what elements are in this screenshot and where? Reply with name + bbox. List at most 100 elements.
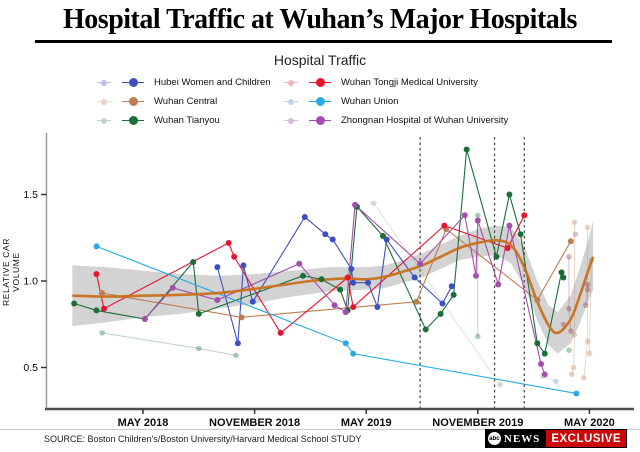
data-point (239, 314, 245, 320)
data-point (538, 361, 544, 367)
y-tick-label: 0.5 (23, 362, 38, 374)
faded-data-point (497, 382, 503, 388)
faded-data-point (553, 379, 559, 385)
data-point (94, 307, 100, 313)
data-point (573, 390, 579, 396)
faded-data-point (568, 328, 574, 334)
hospital-traffic-chart: MAY 2018NOVEMBER 2018MAY 2019NOVEMBER 20… (0, 0, 640, 452)
data-point (417, 261, 423, 267)
data-point (278, 330, 284, 336)
data-point (99, 290, 105, 296)
faded-data-point (233, 353, 239, 359)
data-point (231, 254, 237, 260)
data-point (521, 212, 527, 218)
series-points (94, 243, 580, 396)
data-point (542, 351, 548, 357)
x-tick-label: MAY 2020 (564, 417, 615, 429)
data-point (94, 243, 100, 249)
data-point (345, 275, 351, 281)
data-point (214, 264, 220, 270)
faded-data-point (587, 351, 593, 357)
data-point (319, 276, 325, 282)
data-point (506, 192, 512, 198)
data-point (380, 233, 386, 239)
data-point (71, 300, 77, 306)
faded-data-point (585, 225, 591, 231)
faded-data-point (566, 306, 572, 312)
data-point (462, 212, 468, 218)
source-credit: SOURCE: Boston Children's/Boston Univers… (44, 434, 361, 444)
data-point (542, 371, 548, 377)
x-tick-label: MAY 2018 (118, 417, 169, 429)
data-point (451, 292, 457, 298)
data-point (330, 236, 336, 242)
data-point (412, 275, 418, 281)
data-point (101, 306, 107, 312)
data-point (240, 262, 246, 268)
data-point (449, 283, 455, 289)
data-point (348, 266, 354, 272)
faded-data-point (583, 302, 589, 308)
data-point (214, 297, 220, 303)
data-point (300, 273, 306, 279)
data-point (473, 273, 479, 279)
data-point (350, 351, 356, 357)
x-tick-label: NOVEMBER 2018 (209, 417, 300, 429)
data-point (94, 271, 100, 277)
faded-data-point (475, 334, 481, 340)
data-point (441, 223, 447, 229)
faded-data-point (196, 346, 202, 352)
faded-series (573, 231, 579, 237)
data-point (518, 231, 524, 237)
data-point (142, 316, 148, 322)
faded-data-point (569, 372, 575, 378)
x-tick-label: MAY 2019 (341, 417, 392, 429)
data-point (343, 309, 349, 315)
faded-data-point (571, 365, 577, 371)
data-point (439, 300, 445, 306)
faded-data-point (475, 212, 481, 218)
data-point (350, 280, 356, 286)
data-point (365, 280, 371, 286)
data-point (302, 214, 308, 220)
data-point (534, 297, 540, 303)
data-point (332, 302, 338, 308)
data-point (170, 285, 176, 291)
data-point (337, 287, 343, 293)
data-point (495, 281, 501, 287)
y-tick-label: 1.5 (23, 189, 38, 201)
faded-data-point (99, 330, 105, 336)
exclusive-badge: EXCLUSIVE (546, 429, 627, 448)
faded-data-point (573, 231, 579, 237)
data-point (438, 311, 444, 317)
data-point (505, 245, 511, 251)
faded-data-point (566, 254, 572, 260)
data-point (475, 217, 481, 223)
data-point (250, 299, 256, 305)
data-point (350, 304, 356, 310)
data-point (423, 326, 429, 332)
faded-data-point (572, 219, 578, 225)
data-point (560, 275, 566, 281)
data-point (196, 311, 202, 317)
faded-data-point (566, 347, 572, 353)
y-tick-label: 1.0 (23, 276, 38, 288)
data-point (506, 223, 512, 229)
data-point (322, 231, 328, 237)
faded-data-point (585, 287, 591, 293)
faded-data-point (371, 200, 377, 206)
data-point (296, 261, 302, 267)
data-point (374, 304, 380, 310)
data-point (235, 340, 241, 346)
data-point (190, 259, 196, 265)
data-point (493, 254, 499, 260)
abc-logo-icon: abc (488, 432, 501, 445)
faded-data-point (581, 375, 587, 381)
data-point (559, 269, 565, 275)
data-point (226, 240, 232, 246)
data-point (534, 340, 540, 346)
abc-news-logo: abc NEWS (485, 429, 546, 448)
brand-badges: abc NEWS EXCLUSIVE (485, 429, 627, 448)
data-point (413, 299, 419, 305)
data-point (343, 340, 349, 346)
